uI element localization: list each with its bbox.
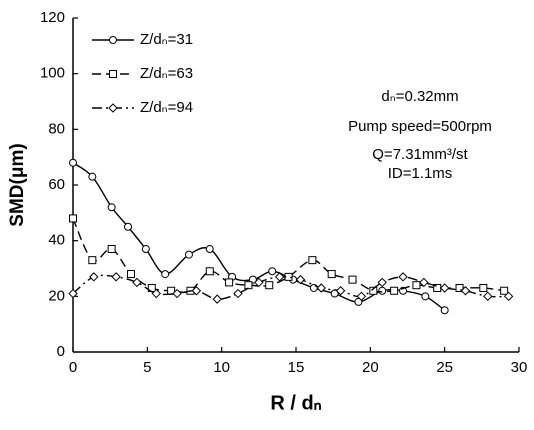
data-point bbox=[88, 172, 97, 181]
data-point bbox=[107, 245, 116, 254]
data-point bbox=[354, 297, 363, 306]
y-tick-label: 0 bbox=[57, 343, 65, 360]
y-tick-label: 120 bbox=[40, 9, 65, 26]
legend-marker bbox=[109, 36, 117, 44]
legend-label: Z/dₙ=31 bbox=[140, 31, 193, 48]
data-point bbox=[419, 277, 429, 288]
x-tick-label: 5 bbox=[143, 359, 151, 376]
data-point bbox=[440, 306, 449, 315]
y-axis-label: SMD(μm) bbox=[7, 143, 28, 226]
data-point bbox=[191, 286, 202, 296]
data-point bbox=[68, 288, 78, 299]
legend-label: Z/dₙ=94 bbox=[140, 99, 193, 116]
data-point bbox=[244, 281, 253, 290]
data-point bbox=[126, 270, 135, 279]
data-point bbox=[265, 281, 274, 290]
data-point bbox=[316, 283, 326, 293]
x-tick-label: 30 bbox=[511, 359, 528, 376]
data-point bbox=[421, 292, 430, 301]
data-point bbox=[233, 288, 243, 299]
data-point bbox=[378, 286, 387, 295]
x-tick-label: 20 bbox=[362, 359, 379, 376]
data-point bbox=[89, 272, 99, 282]
data-point bbox=[88, 256, 97, 265]
legend-marker bbox=[108, 103, 118, 113]
data-point bbox=[460, 286, 471, 296]
data-point bbox=[132, 277, 142, 288]
data-point bbox=[295, 274, 306, 285]
data-point bbox=[161, 270, 170, 279]
y-tick-label: 60 bbox=[48, 176, 65, 193]
data-point bbox=[69, 214, 77, 223]
data-point bbox=[107, 203, 116, 212]
annotation: ID=1.1ms bbox=[388, 165, 453, 182]
series-line bbox=[72, 274, 509, 300]
data-point bbox=[377, 277, 387, 288]
annotation: Q=7.31mm³/st bbox=[372, 146, 468, 163]
legend-marker bbox=[109, 70, 117, 78]
x-tick-label: 0 bbox=[69, 359, 77, 376]
x-tick-label: 15 bbox=[288, 359, 305, 376]
data-point bbox=[151, 288, 161, 299]
y-tick-label: 80 bbox=[48, 120, 65, 137]
data-point bbox=[455, 283, 464, 292]
data-point bbox=[274, 272, 285, 282]
data-point bbox=[69, 158, 77, 167]
data-point bbox=[141, 245, 150, 254]
data-point bbox=[268, 267, 277, 276]
x-tick-label: 25 bbox=[436, 359, 453, 376]
data-point bbox=[308, 256, 317, 265]
data-point bbox=[205, 245, 214, 254]
data-point bbox=[327, 270, 336, 279]
data-point bbox=[254, 277, 264, 288]
data-point bbox=[212, 294, 222, 304]
data-point bbox=[479, 283, 488, 292]
data-point bbox=[503, 291, 514, 302]
data-point bbox=[184, 250, 193, 259]
data-point bbox=[369, 286, 378, 295]
data-point bbox=[439, 283, 450, 293]
x-tick-label: 10 bbox=[213, 359, 230, 376]
data-point bbox=[356, 291, 367, 302]
data-point bbox=[124, 222, 133, 231]
legend-label: Z/dₙ=63 bbox=[140, 65, 193, 82]
y-tick-label: 100 bbox=[40, 65, 65, 82]
y-tick-label: 20 bbox=[48, 287, 65, 304]
data-point bbox=[390, 286, 399, 295]
data-point bbox=[398, 272, 408, 282]
data-point bbox=[412, 281, 421, 290]
data-point bbox=[335, 286, 346, 296]
data-point bbox=[500, 286, 509, 295]
x-axis-label: R / dₙ bbox=[270, 392, 321, 414]
data-point bbox=[111, 272, 121, 282]
data-point bbox=[348, 275, 357, 284]
data-point bbox=[205, 267, 214, 276]
annotation: Pump speed=500rpm bbox=[348, 118, 492, 135]
data-point bbox=[172, 288, 182, 299]
annotation: dₙ=0.32mm bbox=[381, 88, 458, 105]
data-point bbox=[225, 278, 234, 287]
data-point bbox=[483, 291, 493, 302]
y-tick-label: 40 bbox=[48, 232, 65, 249]
